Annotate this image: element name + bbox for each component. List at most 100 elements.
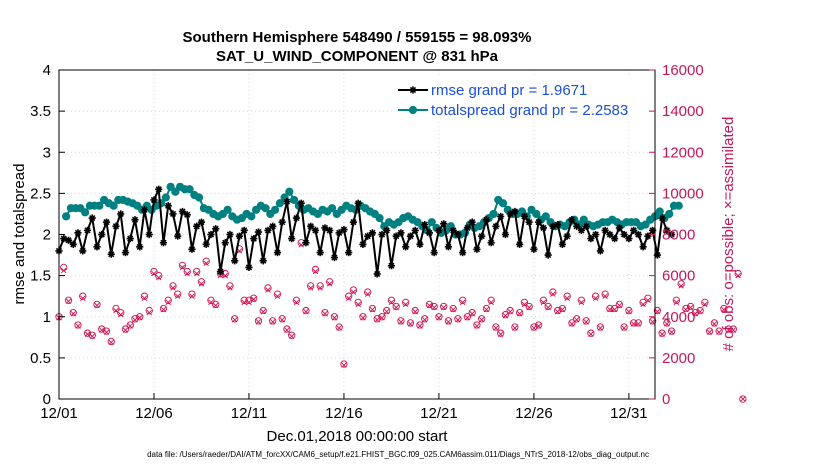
obs-possible-point [720,304,728,313]
rmse-point [311,226,320,234]
rmse-point [288,235,296,243]
rmse-point [345,248,353,257]
rmse-point [212,225,220,233]
obs-assimilated-point [184,270,190,277]
rmse-point [668,230,676,239]
rmse-point [658,214,666,222]
obs-assimilated-point [369,306,376,313]
obs-possible-point [378,313,386,321]
obs-possible-point [193,267,201,276]
obs-assimilated-point [664,321,670,327]
rmse-point [577,226,585,234]
rmse-point [216,267,225,276]
y-right-axis-label: # of obs: o=possible; ×=assimilated [720,117,737,352]
obs-possible-point [516,308,524,317]
obs-possible-point [601,290,609,298]
obs-possible-point [226,282,234,290]
rmse-point [492,222,500,230]
obs-assimilated-point [706,329,713,335]
rmse-point [183,211,191,219]
rmse-point [259,257,267,265]
obs-assimilated-point [654,308,661,315]
rmse-point [326,226,334,234]
rmse-point [297,199,305,207]
obs-assimilated-point [692,310,699,317]
obs-assimilated-point [488,299,494,306]
rmse-point [226,230,234,239]
rmse-point [197,218,206,226]
obs-assimilated-point [645,297,651,304]
obs-assimilated-point [592,295,599,301]
obs-possible-point [596,323,605,331]
rmse-point [620,230,628,239]
obs-possible-point [174,290,182,298]
rmse-point [79,247,87,255]
rmse-point [136,243,144,251]
rmse-point [539,224,547,232]
rmse-point [511,207,519,216]
obs-assimilated-point [274,293,281,299]
rmse-point [193,222,201,230]
obs-assimilated-point [127,323,133,329]
obs-possible-point [307,282,315,290]
y-tick-label-3: 1.5 [30,268,51,285]
legend-totalspread-marker [408,105,418,115]
obs-possible-point [188,290,196,298]
rmse-point [525,218,533,226]
rmse-point [463,224,472,232]
obs-assimilated-point [440,304,447,311]
rmse-point [273,248,282,257]
obs-possible-point [511,323,519,331]
obs-assimilated-point [355,301,361,308]
obs-possible-point [406,319,415,327]
obs-assimilated-point [474,323,480,329]
obs-possible-point [121,325,130,333]
x-tick-label-6: 12/31 [610,405,648,422]
y-tick-label-6: 3 [43,144,51,161]
obs-assimilated-point [212,302,219,309]
obs-assimilated-point [721,306,727,313]
rmse-point [601,226,609,234]
y-tick-label-8: 4 [43,62,51,79]
obs-assimilated-point [165,299,171,306]
obs-assimilated-point [84,331,91,337]
obs-assimilated-point [312,268,319,275]
obs-possible-point [311,265,320,274]
rmse-point [174,232,182,240]
rmse-point [554,221,562,229]
obs-possible-point [69,308,77,317]
obs-assimilated-point [322,310,328,317]
totalspread-point [270,205,280,214]
rmse-point [145,230,153,239]
obs-possible-point [83,329,92,337]
obs-possible-point [202,257,210,265]
rmse-point [64,236,73,244]
rmse-point [368,229,377,237]
obs-assimilated-point [417,323,423,329]
obs-assimilated-point [189,293,195,299]
obs-possible-point [345,292,353,300]
rmse-point [468,218,476,226]
rmse-point [245,263,253,271]
rmse-point [630,226,638,234]
obs-possible-point [653,306,662,315]
obs-possible-point [64,296,73,304]
obs-possible-point [501,311,510,319]
obs-possible-point [292,296,301,304]
x-axis-ticks: 12/01 12/06 12/11 12/16 12/21 12/26 12/31 [40,393,648,422]
legend-rmse-asterisk [409,86,417,94]
obs-possible-point [710,319,719,327]
y-right-tick-label-7: 14000 [662,103,704,120]
obs-possible-point [183,267,191,276]
obs-possible-point [686,302,695,311]
rmse-point [644,232,652,240]
rmse-point [254,228,263,236]
obs-assimilated-point [89,333,95,340]
obs-possible-point [577,296,586,304]
obs-possible-point [354,298,362,307]
obs-possible-point [250,294,258,302]
obs-possible-point [582,317,590,325]
y-tick-label-2: 1 [43,309,51,326]
obs-assimilated-point [421,317,428,323]
obs-assimilated-point [293,299,300,306]
